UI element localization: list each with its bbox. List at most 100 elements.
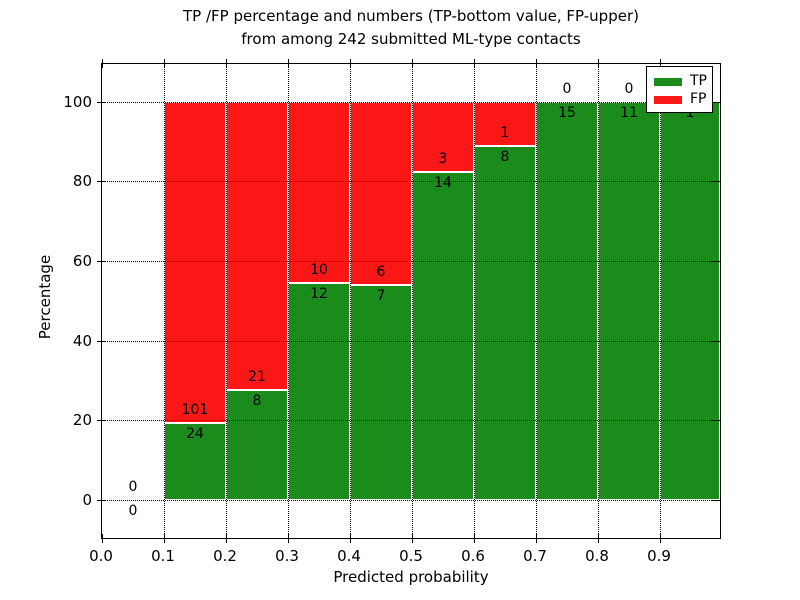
x-tick-mark-top: [350, 59, 351, 68]
vertical-gridline: [350, 64, 351, 538]
fp-count-label: 21: [248, 369, 266, 386]
tp-bar-segment: [536, 101, 598, 500]
vertical-gridline: [226, 64, 227, 538]
x-tick-mark-bottom: [102, 534, 103, 543]
x-tick-mark-bottom: [350, 534, 351, 543]
fp-count-label: 3: [438, 150, 448, 167]
x-tick-label: 0.5: [399, 547, 423, 565]
y-tick-mark-right: [712, 181, 721, 182]
horizontal-gridline: [102, 260, 720, 262]
tp-count-label: 8: [252, 393, 262, 410]
x-tick-label: 0.2: [213, 547, 237, 565]
vertical-gridline: [164, 64, 165, 538]
x-tick-mark-top: [474, 59, 475, 68]
tp-count-label: 12: [310, 285, 328, 302]
tp-color-swatch: [654, 77, 682, 86]
x-tick-label: 0.7: [523, 547, 547, 565]
y-tick-mark-right: [712, 420, 721, 421]
x-tick-mark-bottom: [598, 534, 599, 543]
x-tick-mark-top: [660, 59, 661, 68]
y-axis-label: Percentage: [36, 254, 54, 340]
x-tick-mark-bottom: [164, 534, 165, 543]
chart-title: TP /FP percentage and numbers (TP-bottom…: [101, 5, 721, 51]
tp-bar-segment: [350, 285, 412, 500]
chart-title-line2: from among 242 submitted ML-type contact…: [241, 30, 581, 48]
fp-count-label: 1: [500, 124, 510, 141]
plot-area: 00101242181012673141801501101: [97, 59, 721, 543]
x-tick-label: 0.4: [337, 547, 361, 565]
y-tick-mark-left: [97, 341, 106, 342]
x-tick-mark-top: [412, 59, 413, 68]
x-tick-mark-top: [226, 59, 227, 68]
tp-count-label: 14: [434, 174, 452, 191]
tp-bar-segment: [660, 101, 720, 500]
y-tick-mark-left: [97, 102, 106, 103]
x-tick-mark-bottom: [660, 534, 661, 543]
x-tick-label: 0.3: [275, 547, 299, 565]
fp-count-label: 0: [128, 479, 138, 495]
fp-color-swatch: [654, 95, 682, 104]
x-tick-mark-bottom: [536, 534, 537, 543]
fp-bar-segment: [350, 101, 412, 286]
x-tick-mark-bottom: [474, 534, 475, 543]
horizontal-gridline: [102, 340, 720, 342]
x-tick-label: 0.6: [461, 547, 485, 565]
tp-bar-segment: [474, 145, 536, 500]
y-tick-mark-right: [712, 261, 721, 262]
horizontal-gridline: [102, 181, 720, 183]
y-tick-mark-right: [712, 341, 721, 342]
x-tick-mark-bottom: [288, 534, 289, 543]
tp-bar-segment: [288, 282, 350, 500]
x-tick-label: 0.0: [89, 547, 113, 565]
legend-item-tp: TP: [654, 74, 712, 89]
y-tick-mark-right: [712, 102, 721, 103]
x-tick-mark-top: [102, 59, 103, 68]
tp-count-label: 24: [186, 426, 204, 443]
legend-label-tp: TP: [690, 73, 707, 89]
fp-bar-segment: [164, 101, 226, 424]
y-tick-label: 60: [72, 252, 92, 270]
fp-count-label: 101: [181, 402, 209, 419]
tp-count-label: 7: [376, 288, 386, 305]
fp-count-label: 0: [624, 80, 634, 97]
vertical-gridline: [474, 64, 475, 538]
legend-label-fp: FP: [690, 91, 707, 107]
y-tick-label: 80: [72, 172, 92, 190]
fp-bar-segment: [288, 101, 350, 283]
chart-title-line1: TP /FP percentage and numbers (TP-bottom…: [183, 7, 639, 25]
tp-bar-segment: [226, 390, 288, 500]
tp-bar-segment: [412, 171, 474, 500]
fp-count-label: 6: [376, 264, 386, 281]
legend-item-fp: FP: [654, 92, 712, 107]
x-tick-mark-bottom: [226, 534, 227, 543]
tp-count-label: 0: [128, 503, 138, 519]
x-tick-mark-top: [164, 59, 165, 68]
vertical-gridline: [536, 64, 537, 538]
legend: TP FP: [646, 66, 713, 113]
horizontal-gridline: [102, 420, 720, 422]
tp-bar-segment: [164, 423, 226, 500]
y-tick-mark-left: [97, 261, 106, 262]
x-tick-mark-top: [598, 59, 599, 68]
x-tick-label: 0.1: [151, 547, 175, 565]
y-tick-mark-left: [97, 420, 106, 421]
x-tick-label: 0.9: [647, 547, 671, 565]
tp-bar-segment: [598, 101, 660, 500]
x-tick-label: 0.8: [585, 547, 609, 565]
y-tick-label: 40: [72, 332, 92, 350]
y-tick-mark-left: [97, 500, 106, 501]
tp-count-label: 11: [620, 104, 638, 121]
vertical-gridline: [412, 64, 413, 538]
tp-count-label: 15: [558, 104, 576, 121]
y-tick-mark-left: [97, 181, 106, 182]
x-axis-label: Predicted probability: [333, 568, 489, 586]
y-tick-label: 20: [72, 411, 92, 429]
y-tick-label: 100: [63, 93, 92, 111]
y-tick-mark-right: [712, 500, 721, 501]
fp-count-label: 0: [562, 80, 572, 97]
tp-count-label: 8: [500, 148, 510, 165]
x-tick-mark-bottom: [412, 534, 413, 543]
fp-count-label: 10: [310, 261, 328, 278]
fp-bar-segment: [226, 101, 288, 391]
